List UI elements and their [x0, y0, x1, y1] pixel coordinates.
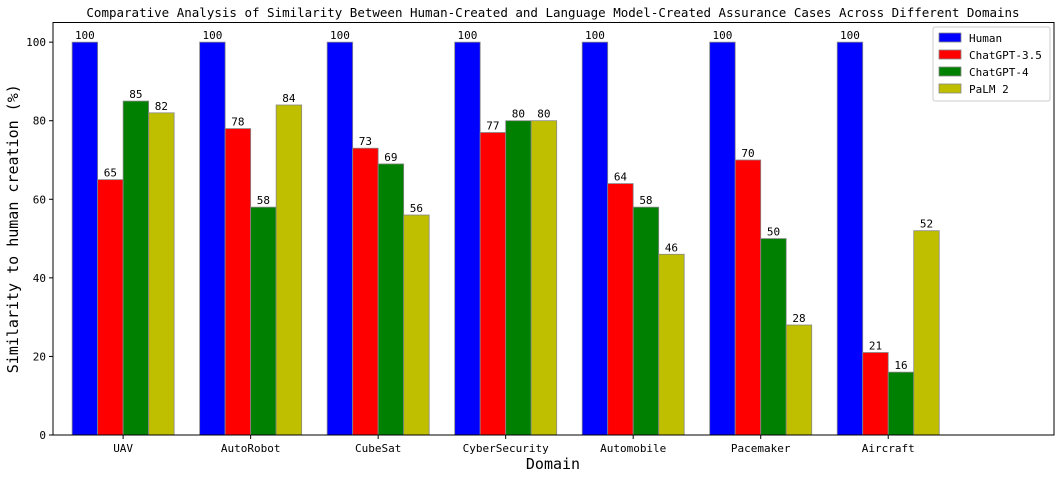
data-label: 70	[741, 147, 754, 160]
x-tick-label: CyberSecurity	[463, 442, 549, 455]
data-label: 69	[384, 151, 397, 164]
x-tick-label: CubeSat	[355, 442, 401, 455]
bar-human-cybersecurity	[454, 41, 481, 436]
bar-chatgpt-4-cubesat	[377, 163, 405, 436]
bar-chatgpt-3-5-cubesat	[352, 147, 379, 436]
bar-human-aircraft	[836, 41, 864, 436]
data-label: 100	[713, 29, 733, 42]
y-tick-label: 0	[39, 429, 46, 442]
data-label: 85	[129, 88, 142, 101]
data-label: 82	[155, 100, 168, 113]
x-tick-label: Aircraft	[862, 442, 915, 455]
data-label: 100	[75, 29, 95, 42]
data-label: 52	[920, 218, 933, 231]
x-tick-label: AutoRobot	[221, 442, 281, 455]
data-label: 100	[840, 29, 860, 42]
y-tick-label: 40	[33, 272, 46, 285]
data-label: 21	[869, 340, 882, 353]
data-label: 100	[202, 29, 222, 42]
data-label: 64	[614, 171, 628, 184]
y-tick-label: 60	[33, 193, 46, 206]
data-label: 100	[330, 29, 350, 42]
bar-chatgpt-3-5-automobile	[607, 183, 634, 436]
data-label: 46	[665, 241, 678, 254]
bar-human-uav	[71, 41, 99, 436]
bar-chatgpt-4-autorobot	[250, 206, 277, 436]
bar-palm-2-cybersecurity	[530, 120, 558, 436]
legend: Human ChatGPT-3.5 ChatGPT-4 PaLM 2	[932, 26, 1051, 102]
legend-frame	[932, 26, 1051, 102]
legend-entry: ChatGPT-4	[969, 66, 1029, 79]
bar-human-pacemaker	[709, 41, 736, 436]
bar-palm-2-pacemaker	[785, 324, 813, 436]
data-label: 80	[537, 108, 550, 121]
bar-chatgpt-3-5-autorobot	[224, 128, 252, 436]
data-label: 100	[585, 29, 605, 42]
data-label: 100	[457, 29, 477, 42]
y-tick-label: 20	[33, 350, 46, 363]
data-label: 65	[104, 167, 117, 180]
bar-chatgpt-3-5-cybersecurity	[479, 132, 507, 436]
bar-human-autorobot	[199, 41, 226, 436]
x-tick-label: Pacemaker	[731, 442, 791, 455]
x-tick-label: UAV	[113, 442, 133, 455]
data-label: 77	[486, 120, 499, 133]
legend-entry: Human	[969, 32, 1002, 45]
data-label: 56	[410, 202, 423, 215]
legend-entry: PaLM 2	[969, 83, 1009, 96]
data-label: 78	[231, 116, 244, 129]
data-label: 58	[257, 194, 270, 207]
plot-area: 0 20 40 60 80 100 100 65 85 82 UAV 100 78 58 84 AutoRob…	[26, 29, 940, 455]
bar-chatgpt-3-5-uav	[97, 179, 124, 436]
bar-chatgpt-3-5-aircraft	[862, 352, 889, 436]
legend-swatch	[938, 83, 962, 94]
legend-swatch	[938, 66, 962, 77]
y-tick-label: 80	[33, 115, 46, 128]
plot-frame	[52, 22, 1055, 436]
bar-palm-2-aircraft	[913, 230, 940, 436]
bar-human-automobile	[581, 41, 609, 436]
bar-chatgpt-4-uav	[122, 100, 150, 436]
data-label: 73	[359, 135, 372, 148]
x-axis-label: Domain	[526, 455, 580, 473]
legend-swatch	[938, 32, 962, 43]
bar-chatgpt-4-cybersecurity	[505, 120, 532, 436]
legend-entry: ChatGPT-3.5	[969, 49, 1042, 62]
bar-palm-2-automobile	[658, 253, 685, 436]
data-label: 28	[792, 312, 805, 325]
y-axis-label: Similarity to human creation (%)	[4, 84, 22, 373]
chart-title: Comparative Analysis of Similarity Betwe…	[86, 5, 1019, 20]
bar-human-cubesat	[326, 41, 354, 436]
data-label: 80	[512, 108, 525, 121]
bar-palm-2-autorobot	[275, 104, 303, 436]
x-tick-label: Automobile	[600, 442, 666, 455]
data-label: 16	[894, 359, 907, 372]
bar-chatgpt-4-pacemaker	[760, 238, 787, 436]
bar-palm-2-cubesat	[403, 214, 430, 436]
bar-chatgpt-3-5-pacemaker	[734, 159, 762, 436]
bar-chatgpt-4-automobile	[632, 206, 660, 436]
bar-chatgpt-4-aircraft	[887, 371, 915, 436]
bar-palm-2-uav	[148, 112, 175, 436]
data-label: 50	[767, 226, 780, 239]
y-tick-label: 100	[26, 36, 46, 49]
legend-swatch	[938, 49, 962, 60]
data-label: 84	[282, 92, 296, 105]
data-label: 58	[639, 194, 652, 207]
